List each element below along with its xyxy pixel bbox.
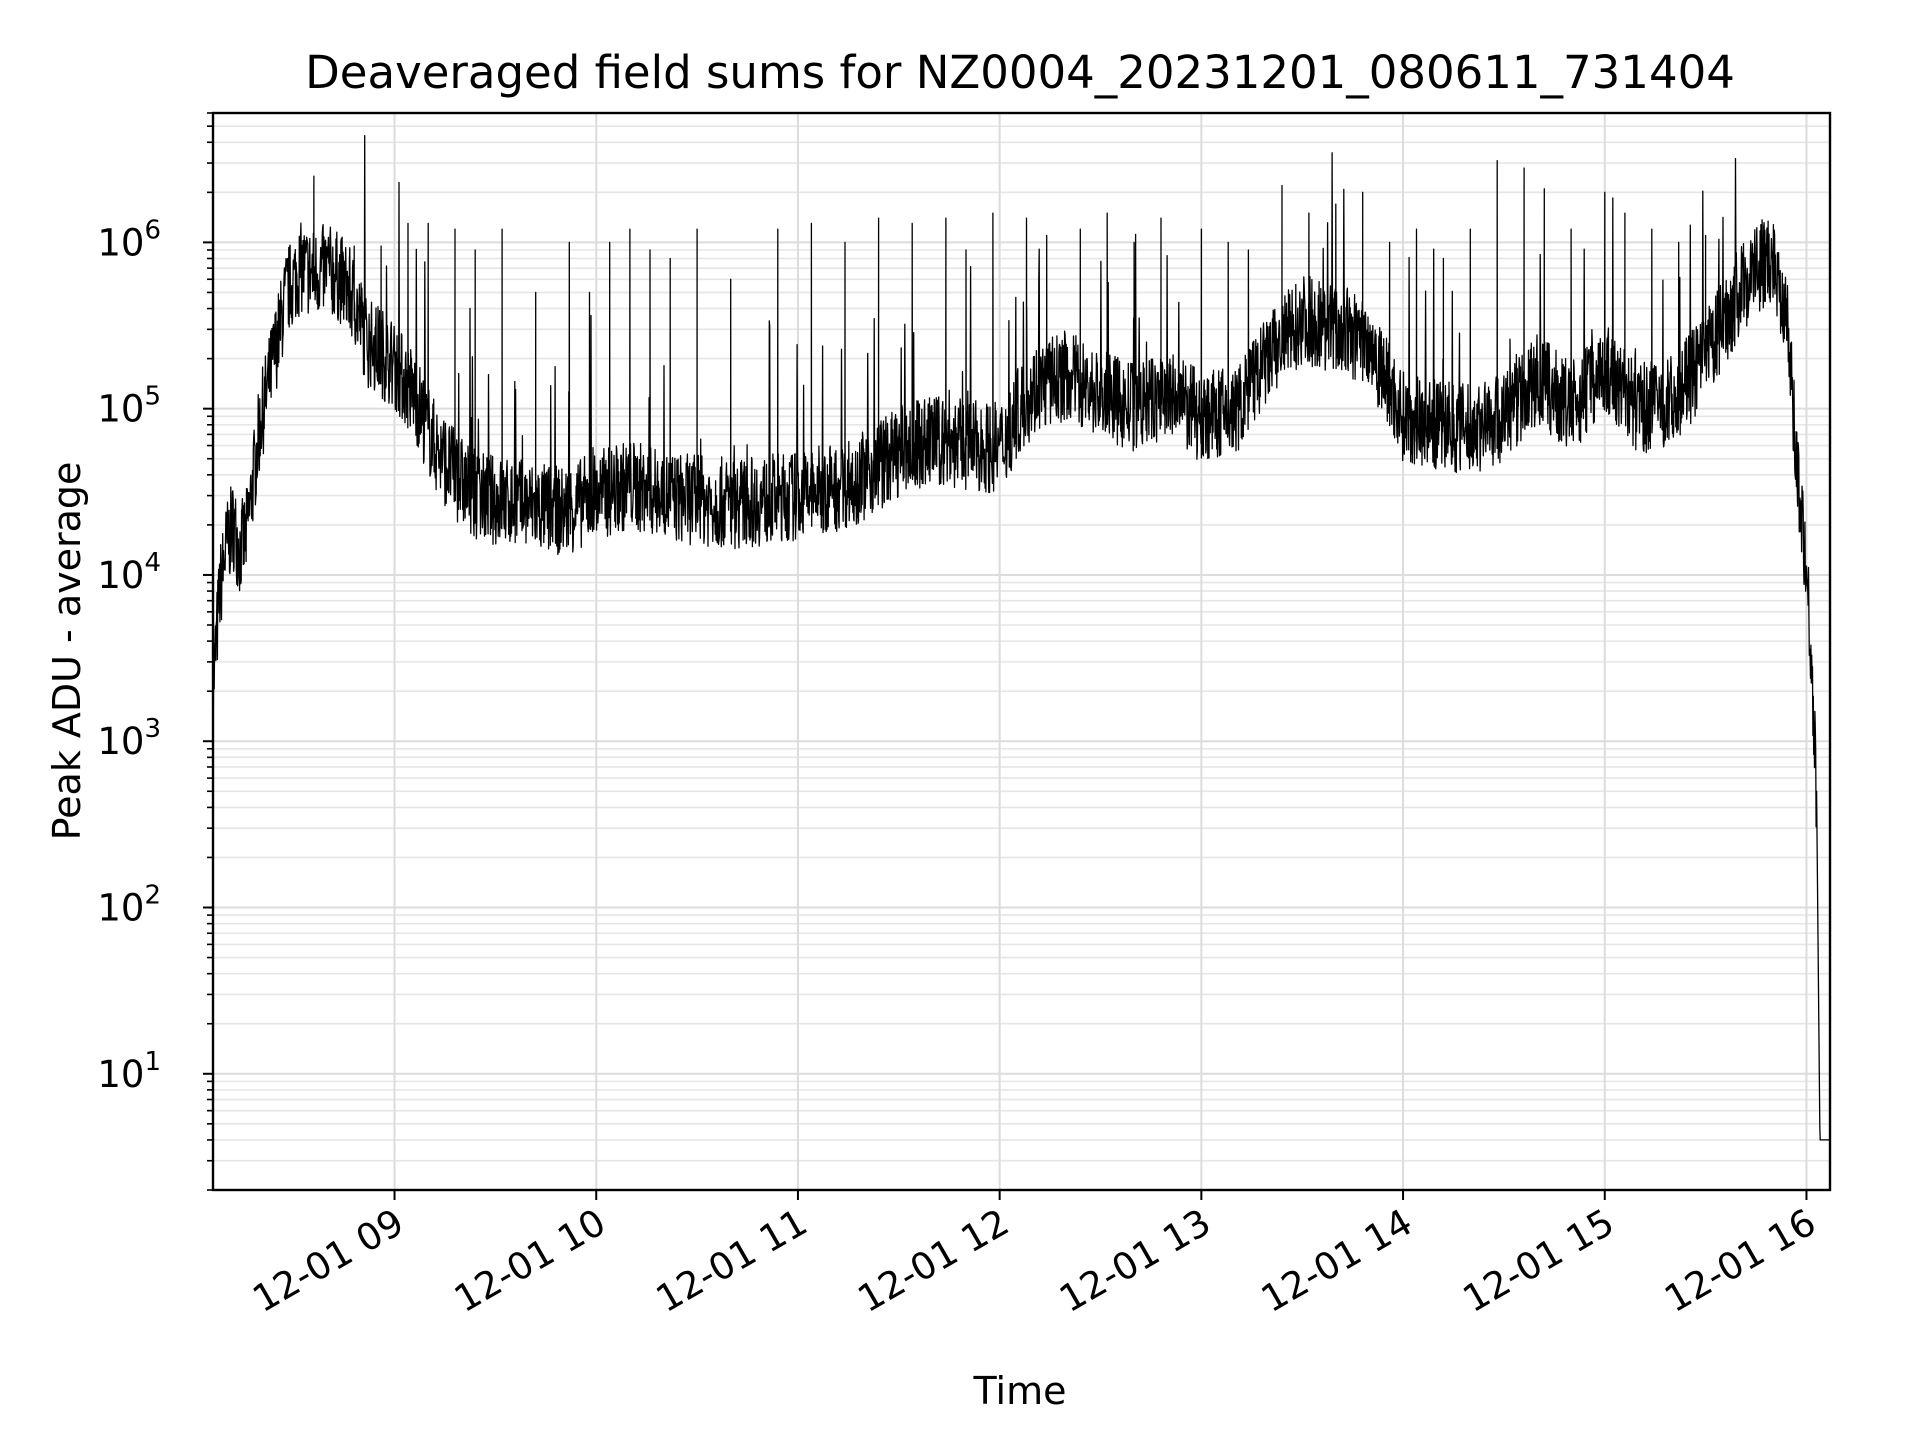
axes-frame — [211, 111, 1832, 1192]
y-tick-label: 106 — [97, 215, 161, 264]
x-axis-label: Time — [973, 1369, 1067, 1413]
y-tick-label: 102 — [97, 880, 161, 929]
y-tick-label: 104 — [97, 548, 161, 597]
y-axis-label: Peak ADU - average — [45, 462, 89, 841]
y-tick-label: 101 — [97, 1047, 161, 1096]
grid — [213, 112, 1830, 1191]
series-line — [212, 135, 1831, 1141]
y-tick-label: 105 — [97, 382, 161, 431]
chart-title: Deaveraged field sums for NZ0004_2023120… — [305, 46, 1735, 99]
y-tick-label: 103 — [97, 714, 161, 763]
plot-area — [212, 135, 1831, 1141]
